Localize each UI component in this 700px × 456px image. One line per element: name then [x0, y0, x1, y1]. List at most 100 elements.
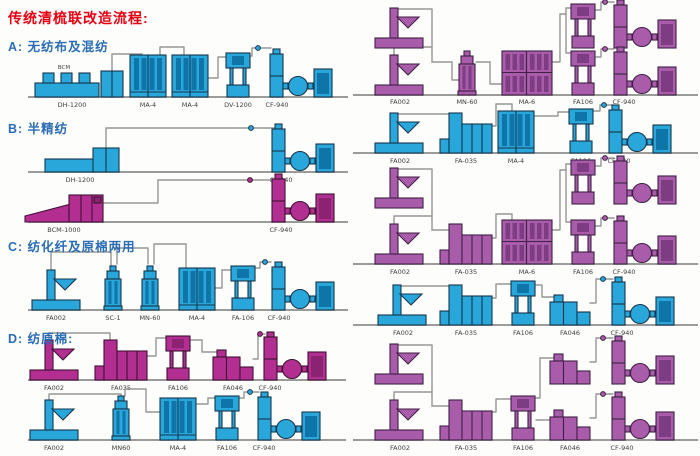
machine-ma-4	[172, 55, 208, 97]
pipe	[207, 56, 227, 79]
pipe	[252, 333, 266, 360]
machine-fa-035	[440, 285, 492, 325]
pipe	[589, 393, 614, 419]
machine-label: MN60	[112, 444, 131, 452]
pipe	[595, 157, 615, 167]
machine-label: FA-035	[455, 329, 477, 337]
pipe	[595, 1, 615, 11]
machine-label: FA-106	[232, 314, 254, 322]
pipe	[551, 169, 567, 231]
machine-label: MN-60	[456, 98, 477, 106]
pipe	[48, 393, 122, 403]
machine-top-label: BCM	[58, 65, 71, 71]
machine-label: CF-940	[265, 101, 288, 109]
machine-fa106	[511, 396, 535, 440]
machine-label: FA002	[390, 268, 410, 276]
flow-d-magenta: FA002 FA035 FA106 FA046 CF-940	[30, 331, 326, 392]
machine-label: FA106	[513, 444, 533, 452]
machine-label: CF-940	[612, 268, 635, 276]
flow-b-blue: DH-1200 CF-940	[45, 124, 334, 184]
machine-label: CF-940	[610, 444, 633, 452]
pipe	[565, 163, 573, 171]
machine-fa002	[375, 8, 423, 48]
machine-fa106	[571, 160, 595, 204]
pipe-valve-node	[601, 102, 607, 108]
machine-cf-940-unit	[614, 216, 676, 264]
pipe	[595, 217, 615, 227]
machine-label: MA-4	[182, 101, 198, 109]
machine-fa002	[30, 400, 78, 440]
machine-fa002	[375, 344, 423, 384]
pipe	[475, 61, 504, 85]
machine-dv-1200	[226, 53, 250, 97]
machine-cf-940-unit	[614, 156, 676, 204]
machine-cf-940-unit	[272, 174, 334, 222]
flow-a: BCM DH-1200 MA-4 MA-4 DV-1200 CF-940	[35, 45, 332, 109]
machine-label: FA106	[513, 329, 533, 337]
machine-fa002	[32, 270, 80, 310]
machine-label: MA-6	[519, 98, 535, 106]
machine-label: FA046	[560, 444, 580, 452]
pipe	[535, 284, 557, 298]
pipe	[533, 111, 570, 117]
machine-label: MA-4	[508, 157, 524, 165]
flow-c: FA002 SC-1 MN-60 MA-4 FA-106 CF-940	[32, 243, 334, 322]
machine-fa002	[375, 55, 423, 95]
machine-label: CF-940	[267, 314, 290, 322]
machine-label: FA002	[390, 444, 410, 452]
machine-cf-940-unit	[264, 332, 326, 380]
machine-cf-940-unit	[612, 336, 674, 384]
machine-fa046	[550, 354, 590, 384]
pipe	[396, 285, 456, 289]
pipe	[491, 398, 512, 413]
machine-ma-6	[502, 220, 552, 264]
machine-fa046	[550, 410, 590, 440]
machine-dh-1200	[35, 71, 123, 97]
machine-bcm-1000	[25, 195, 103, 222]
pipe-valve-node	[247, 177, 253, 183]
machine-label: CF-940	[610, 329, 633, 337]
flow-d-blue: FA002 MN60 MA-4 FA106 CF-940	[30, 388, 320, 452]
machine-label: FA-035	[455, 444, 477, 452]
machine-cf-940-unit	[614, 47, 676, 95]
machine-label: CF-940	[269, 226, 292, 234]
machine-label: MA-4	[170, 444, 186, 452]
machine-label: FA002	[44, 444, 64, 452]
machine-label: FA106	[573, 98, 593, 106]
machine-label: FA046	[223, 384, 243, 392]
pipe	[116, 247, 149, 265]
section-label-a: A: 无纺布及混纺	[8, 40, 109, 54]
machine-label: MN-60	[139, 314, 160, 322]
machine-fa106	[511, 281, 535, 325]
pipe	[393, 113, 456, 117]
pipe	[214, 269, 232, 289]
pipe	[105, 127, 277, 149]
pipe	[159, 46, 185, 57]
flow-right-4: FA002 FA-035 FA106 FA046 CF-940	[378, 276, 674, 337]
pipe	[146, 337, 167, 357]
pipe-valve-node	[257, 331, 263, 337]
machine-label: BCM-1000	[47, 226, 80, 234]
flow-right-5: FA002 FA-035 FA106 FA046 CF-940	[375, 335, 674, 452]
pipe	[48, 332, 111, 343]
pipe	[102, 179, 277, 204]
machine-cf-940-unit	[612, 392, 674, 440]
section-label-c: C: 纺化纤及原棉两用	[8, 240, 136, 254]
pipe	[565, 13, 572, 54]
pipe	[393, 215, 433, 225]
flow-b-magenta: BCM-1000 CF-940	[25, 174, 334, 234]
flow-right-3: FA002 FA-035 MA-6 FA106 CF-940	[375, 155, 676, 276]
pipe	[491, 213, 513, 239]
machine-ma-4	[160, 398, 196, 440]
machine-label: MA-4	[140, 101, 156, 109]
pipe	[595, 48, 615, 58]
machine-label: DH-1200	[66, 176, 95, 184]
pipe-valve-node	[600, 276, 606, 282]
pipe-valve-node	[247, 389, 253, 395]
machine-label: FA046	[560, 329, 580, 337]
machine-fa106	[166, 336, 190, 380]
section-label-d: D: 纺原棉:	[8, 332, 74, 346]
machine-cf-940-unit	[614, 0, 676, 48]
